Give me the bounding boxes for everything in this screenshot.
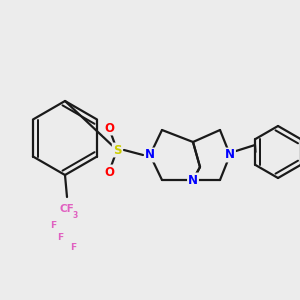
Text: F: F [50,220,56,230]
Text: N: N [225,148,235,161]
Text: 3: 3 [72,211,78,220]
Text: F: F [70,242,76,251]
Text: O: O [104,166,114,178]
Text: N: N [145,148,155,161]
Text: CF: CF [60,204,74,214]
Text: S: S [113,143,121,157]
Text: O: O [104,122,114,134]
Text: F: F [57,232,63,242]
Text: N: N [188,173,198,187]
